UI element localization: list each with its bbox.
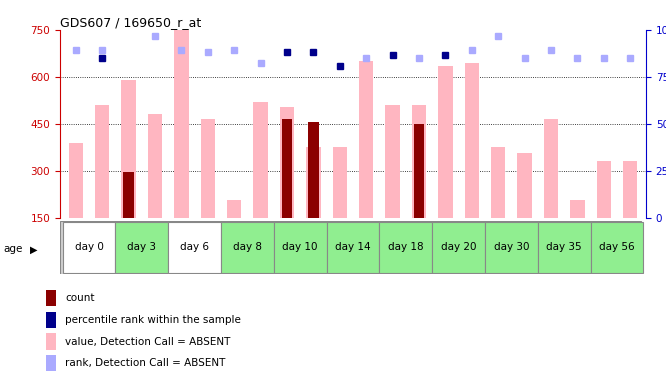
Bar — [597, 161, 611, 218]
Text: rank, Detection Call = ABSENT: rank, Detection Call = ABSENT — [65, 358, 226, 368]
Bar — [282, 119, 292, 218]
Bar — [591, 222, 643, 273]
Bar — [570, 200, 585, 217]
Text: day 56: day 56 — [599, 243, 635, 252]
Text: day 6: day 6 — [180, 243, 209, 252]
Text: age: age — [3, 244, 23, 254]
Bar — [148, 114, 163, 218]
Bar — [121, 80, 136, 218]
Bar — [46, 312, 57, 328]
Text: percentile rank within the sample: percentile rank within the sample — [65, 315, 241, 325]
Bar — [359, 61, 374, 217]
Bar — [69, 142, 83, 218]
Text: count: count — [65, 293, 95, 303]
Bar — [537, 222, 591, 273]
Bar — [123, 172, 134, 217]
Text: day 20: day 20 — [441, 243, 476, 252]
Bar — [46, 290, 57, 306]
Text: day 0: day 0 — [75, 243, 103, 252]
Text: value, Detection Call = ABSENT: value, Detection Call = ABSENT — [65, 336, 230, 346]
Bar — [174, 30, 188, 217]
Bar — [227, 200, 242, 217]
Bar — [414, 124, 424, 218]
Bar — [438, 66, 453, 218]
Bar — [253, 102, 268, 218]
Bar — [412, 105, 426, 218]
Bar — [200, 119, 215, 218]
Bar — [326, 222, 380, 273]
Bar — [221, 222, 274, 273]
Bar — [485, 222, 537, 273]
Bar — [380, 222, 432, 273]
Bar — [280, 106, 294, 218]
Bar — [46, 333, 57, 350]
Bar — [95, 105, 109, 218]
Bar — [543, 119, 558, 218]
Text: day 35: day 35 — [546, 243, 582, 252]
Bar — [464, 63, 479, 217]
Text: day 8: day 8 — [233, 243, 262, 252]
Text: day 10: day 10 — [282, 243, 318, 252]
Bar — [168, 222, 221, 273]
Bar — [63, 222, 115, 273]
Bar — [432, 222, 485, 273]
Bar — [46, 355, 57, 371]
Text: GDS607 / 169650_r_at: GDS607 / 169650_r_at — [60, 16, 201, 29]
Bar — [386, 105, 400, 218]
Bar — [623, 161, 637, 218]
Bar — [517, 153, 532, 218]
Text: day 30: day 30 — [494, 243, 529, 252]
Text: ▶: ▶ — [30, 244, 37, 254]
Text: day 3: day 3 — [127, 243, 157, 252]
Text: day 14: day 14 — [335, 243, 371, 252]
Bar — [332, 147, 347, 218]
Bar — [308, 122, 319, 218]
Bar — [274, 222, 326, 273]
Text: day 18: day 18 — [388, 243, 424, 252]
Bar — [115, 222, 168, 273]
Bar — [491, 147, 505, 218]
Bar — [306, 147, 320, 218]
